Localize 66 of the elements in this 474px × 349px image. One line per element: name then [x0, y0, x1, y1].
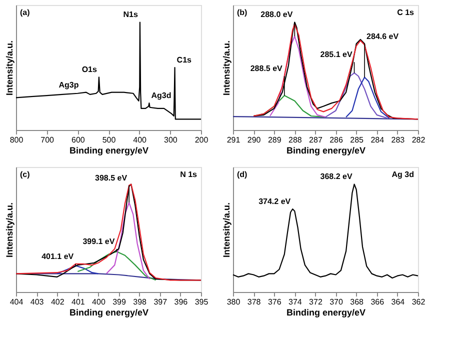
x-tick-label: 398	[133, 298, 148, 306]
text: Ag 3d	[392, 170, 414, 179]
x-tick-label: 362	[412, 298, 426, 306]
x-tick-label: 366	[370, 298, 385, 306]
x-tick-label: 364	[391, 298, 406, 306]
annotation: O1s	[82, 65, 98, 74]
x-tick-label: 395	[194, 298, 209, 306]
x-tick-label: 397	[154, 298, 168, 306]
x-tick-label: 287	[309, 136, 323, 144]
x-axis-title: Binding energy/eV	[286, 308, 366, 318]
x-tick-label: 400	[92, 298, 106, 306]
x-tick-label: 374	[288, 298, 302, 306]
text: C 1s	[397, 8, 415, 17]
x-axis-title: Binding energy/eV	[69, 308, 149, 318]
x-tick-label: 396	[174, 298, 188, 306]
x-tick-label: 370	[330, 298, 344, 306]
x-tick-label: 285	[350, 136, 364, 144]
x-tick-label: 283	[391, 136, 406, 144]
annotation: 398.5 eV	[95, 173, 128, 182]
x-tick-label: 700	[40, 136, 55, 144]
annotation: Ag3p	[58, 80, 79, 90]
x-tick-label: 800	[10, 136, 24, 144]
text: N 1s	[180, 170, 198, 179]
x-tick-label: 402	[50, 298, 65, 306]
x-axis-title: Binding energy/eV	[286, 146, 366, 156]
x-tick-label: 291	[226, 136, 241, 144]
annotation: 288.5 eV	[250, 64, 284, 74]
annotation: Ag3d	[151, 91, 172, 100]
y-axis-title: Intensity/a.u.	[222, 202, 232, 258]
x-tick-label: 286	[330, 136, 344, 144]
annotation: C1s	[176, 56, 192, 64]
annotation: 399.1 eV	[82, 236, 116, 246]
x-tick-label: 372	[309, 298, 323, 306]
x-tick-label: 376	[268, 298, 282, 306]
x-tick-label: 288	[288, 136, 302, 144]
x-tick-label: 403	[30, 298, 44, 306]
x-tick-label: 284	[370, 136, 385, 144]
x-axis-title: Binding energy/eV	[69, 146, 149, 156]
y-axis-title: Intensity/a.u.	[222, 40, 232, 96]
text: (b)	[237, 8, 248, 17]
y-axis-title: Intensity/a.u.	[4, 202, 14, 258]
x-tick-label: 500	[102, 136, 116, 144]
text: (d)	[237, 170, 248, 179]
annotation: 368.2 eV	[320, 172, 353, 182]
x-tick-label: 289	[268, 136, 282, 144]
x-tick-label: 368	[350, 298, 364, 306]
text: (c)	[20, 170, 30, 179]
y-axis-title: Intensity/a.u.	[4, 40, 14, 96]
x-tick-label: 401	[71, 298, 86, 306]
annotation: 288.0 eV	[260, 10, 294, 20]
x-tick-label: 400	[133, 136, 148, 144]
annotation: 284.6 eV	[366, 32, 400, 41]
x-tick-label: 290	[247, 136, 262, 144]
x-tick-label: 404	[10, 298, 24, 306]
annotation: 401.1 eV	[42, 252, 74, 261]
x-tick-label: 380	[226, 298, 241, 306]
x-tick-label: 600	[71, 136, 86, 144]
x-tick-label: 282	[412, 136, 426, 144]
x-tick-label: 200	[194, 136, 209, 144]
annotation: 374.2 eV	[258, 197, 292, 206]
x-tick-label: 378	[247, 298, 262, 306]
x-tick-label: 300	[164, 136, 178, 144]
annotation: 285.1 eV	[320, 50, 353, 60]
text: (a)	[20, 8, 30, 17]
x-tick-label: 399	[112, 298, 126, 306]
annotation: N1s	[123, 10, 138, 20]
